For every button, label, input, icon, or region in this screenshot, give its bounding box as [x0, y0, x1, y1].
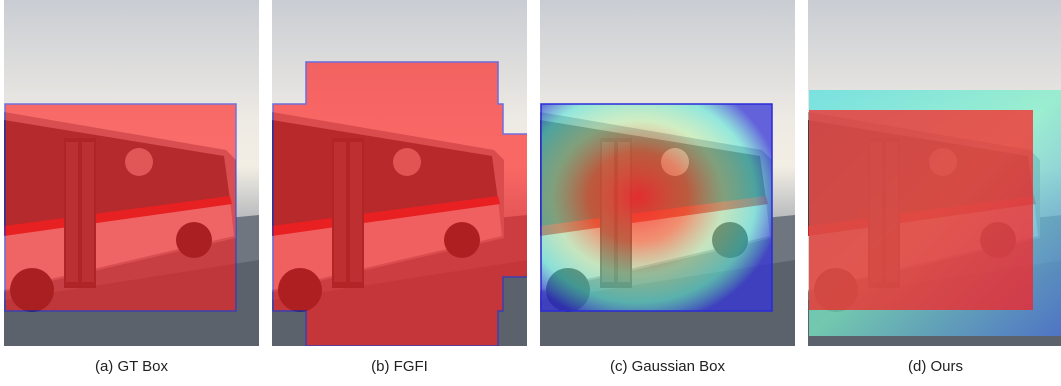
caption-gaussian-box: (c) Gaussian Box: [609, 358, 726, 375]
panel-gaussian-box: [540, 0, 795, 346]
ours-image: [808, 0, 1061, 346]
ours-core-mask: [809, 110, 1033, 310]
caption-fgfi: (b) FGFI: [371, 358, 428, 375]
caption-gt-box: (a) GT Box: [94, 358, 169, 375]
gt-box-mask: [4, 103, 237, 312]
fgfi-image: [272, 0, 527, 346]
panel-fgfi: [272, 0, 527, 346]
gt-box-image: [4, 0, 259, 346]
caption-ours: (d) Ours: [907, 358, 963, 375]
gaussian-box-image: [540, 0, 795, 346]
panel-gt-box: [4, 0, 259, 346]
fgfi-mask: [272, 61, 527, 346]
panel-ours: [808, 0, 1061, 346]
gaussian-mask: [540, 103, 773, 312]
